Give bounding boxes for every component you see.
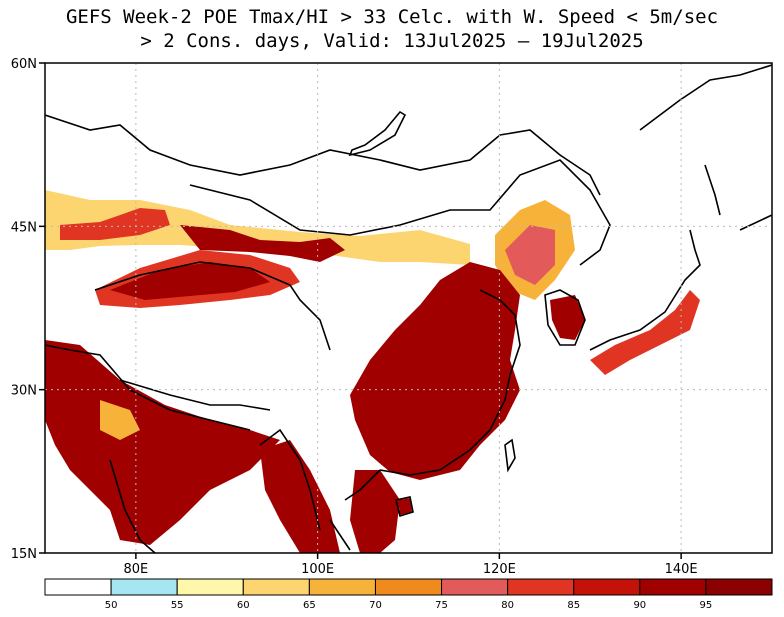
- tick-label-lat-30: 30N: [11, 384, 37, 399]
- tick-label-lon-120: 120E: [483, 562, 516, 577]
- shade-kazakh-inner2: [180, 225, 345, 262]
- shade-india-fringe: [100, 400, 140, 440]
- axis-ticks: [39, 62, 682, 559]
- coast-korea: [544, 289, 586, 346]
- shade-india: [45, 340, 280, 545]
- colorbar-swatch-5: [374, 578, 443, 596]
- colorbar-swatch-7: [507, 578, 575, 596]
- tick-label-lon-80: 80E: [123, 562, 148, 577]
- tick-label-lon-100: 100E: [301, 562, 334, 577]
- border-north: [45, 114, 601, 196]
- colorbar-swatch-10: [705, 578, 773, 596]
- shade-hainan: [398, 498, 412, 515]
- colorbar-label-60: 60: [237, 600, 250, 611]
- colorbar-swatch-1: [110, 578, 178, 596]
- tick-label-lat-60: 60N: [11, 57, 37, 72]
- colorbar-swatch-3: [242, 578, 310, 596]
- colorbar-label-95: 95: [700, 600, 713, 611]
- colorbar: 50 55 60 65 70 75 80 85 90 95: [44, 578, 773, 611]
- axis-labels: 80E 100E 120E 140E 60N 45N 30N 15N: [11, 57, 698, 577]
- probability-shading: [45, 190, 700, 553]
- border-china-north: [189, 159, 611, 266]
- coast-east-china: [379, 289, 521, 476]
- coast-taiwan: [504, 438, 516, 473]
- shade-indochina-east: [350, 470, 400, 553]
- colorbar-label-65: 65: [303, 600, 316, 611]
- colorbar-swatch-2: [176, 578, 244, 596]
- tick-label-lat-15: 15N: [11, 547, 37, 562]
- shade-manchuria-inner: [505, 225, 555, 285]
- coast-hainan: [395, 496, 414, 518]
- shade-tarim-core: [110, 262, 270, 300]
- tick-label-lon-140: 140E: [665, 562, 698, 577]
- colorbar-label-85: 85: [567, 600, 580, 611]
- shade-korea: [550, 295, 585, 340]
- shade-kazakh-inner: [60, 208, 170, 240]
- shade-east-china: [350, 262, 520, 480]
- colorbar-swatch-4: [308, 578, 376, 596]
- colorbar-label-90: 90: [633, 600, 646, 611]
- shade-kazakh-belt: [45, 190, 470, 265]
- map-title-line1: GEFS Week-2 POE Tmax/HI > 33 Celc. with …: [65, 6, 719, 28]
- map-frame: [44, 62, 773, 554]
- shade-japan: [590, 290, 700, 375]
- colorbar-swatch-6: [441, 578, 509, 596]
- map-title-line2: > 2 Cons. days, Valid: 13Jul2025 – 19Jul…: [140, 30, 644, 52]
- shade-indochina: [260, 440, 340, 553]
- colorbar-label-50: 50: [105, 600, 118, 611]
- colorbar-swatch-0: [44, 578, 112, 596]
- colorbar-label-55: 55: [171, 600, 184, 611]
- border-sea-kuril: [639, 64, 772, 131]
- coast-japan: [589, 164, 772, 351]
- colorbar-label-70: 70: [369, 600, 382, 611]
- colorbar-label-80: 80: [501, 600, 514, 611]
- gridlines: [45, 63, 772, 553]
- colorbar-label-75: 75: [435, 600, 448, 611]
- lake-baikal: [348, 110, 407, 157]
- coast-indochina: [259, 428, 381, 551]
- colorbar-swatch-8: [573, 578, 641, 596]
- tick-label-lat-45: 45N: [11, 220, 37, 235]
- colorbar-swatch-9: [639, 578, 707, 596]
